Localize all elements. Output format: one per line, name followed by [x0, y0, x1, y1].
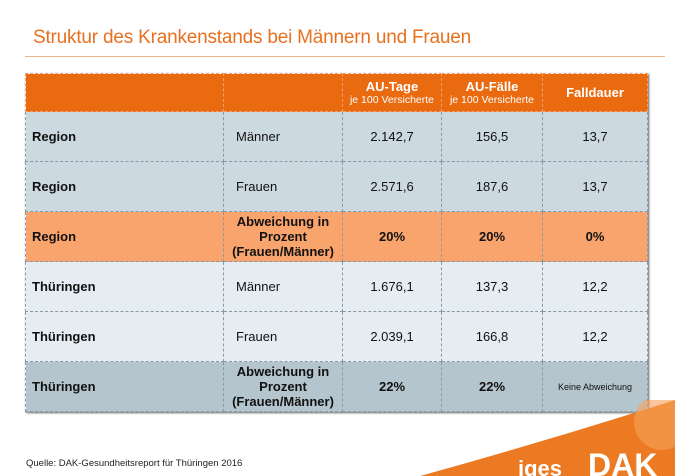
cell-group: Abweichung in Prozent (Frauen/Männer) — [223, 361, 343, 412]
cell-au-faelle: 20% — [441, 211, 543, 262]
table-row: Region Männer 2.142,7 156,5 13,7 — [25, 111, 648, 162]
cell-au-tage: 1.676,1 — [342, 261, 442, 312]
cell-au-faelle: 156,5 — [441, 111, 543, 162]
svg-text:iges: iges — [518, 456, 562, 476]
cell-au-faelle: 137,3 — [441, 261, 543, 312]
cell-falldauer: 0% — [542, 211, 648, 262]
table-row-deviation: Thüringen Abweichung in Prozent (Frauen/… — [25, 361, 648, 412]
header-cell-empty — [223, 73, 343, 112]
dak-logo: iges DAK — [420, 400, 675, 476]
cell-au-faelle: 22% — [441, 361, 543, 412]
cell-falldauer: 12,2 — [542, 311, 648, 362]
cell-group: Frauen — [223, 161, 343, 212]
cell-area: Thüringen — [25, 311, 224, 362]
cell-au-tage: 2.039,1 — [342, 311, 442, 362]
header-au-tage: AU-Tage je 100 Versicherte — [342, 73, 442, 112]
table-row: Thüringen Männer 1.676,1 137,3 12,2 — [25, 261, 648, 312]
cell-falldauer: 13,7 — [542, 161, 648, 212]
table-row: Thüringen Frauen 2.039,1 166,8 12,2 — [25, 311, 648, 362]
cell-group: Abweichung in Prozent (Frauen/Männer) — [223, 211, 343, 262]
cell-area: Region — [25, 211, 224, 262]
cell-falldauer: 12,2 — [542, 261, 648, 312]
sick-leave-table: AU-Tage je 100 Versicherte AU-Fälle je 100… — [25, 73, 648, 412]
cell-area: Thüringen — [25, 361, 224, 412]
cell-group: Männer — [223, 111, 343, 162]
cell-au-tage: 22% — [342, 361, 442, 412]
header-au-faelle: AU-Fälle je 100 Versicherte — [441, 73, 543, 112]
slide-title: Struktur des Krankenstands bei Männern u… — [33, 27, 472, 48]
cell-area: Region — [25, 111, 224, 162]
table-row: Region Frauen 2.571,6 187,6 13,7 — [25, 161, 648, 212]
cell-area: Thüringen — [25, 261, 224, 312]
cell-au-faelle: 166,8 — [441, 311, 543, 362]
table-row-deviation: Region Abweichung in Prozent (Frauen/Män… — [25, 211, 648, 262]
cell-au-tage: 20% — [342, 211, 442, 262]
cell-group: Männer — [223, 261, 343, 312]
table-header-row: AU-Tage je 100 Versicherte AU-Fälle je 100… — [25, 73, 648, 112]
cell-au-tage: 2.142,7 — [342, 111, 442, 162]
cell-falldauer: 13,7 — [542, 111, 648, 162]
header-falldauer: Falldauer — [542, 73, 648, 112]
cell-area: Region — [25, 161, 224, 212]
title-divider — [25, 56, 665, 57]
cell-group: Frauen — [223, 311, 343, 362]
cell-au-faelle: 187,6 — [441, 161, 543, 212]
cell-au-tage: 2.571,6 — [342, 161, 442, 212]
cell-falldauer: Keine Abweichung — [542, 361, 648, 412]
source-note: Quelle: DAK-Gesundheitsreport für Thürin… — [26, 458, 243, 469]
svg-text:DAK: DAK — [588, 447, 657, 476]
header-cell-empty — [25, 73, 224, 112]
